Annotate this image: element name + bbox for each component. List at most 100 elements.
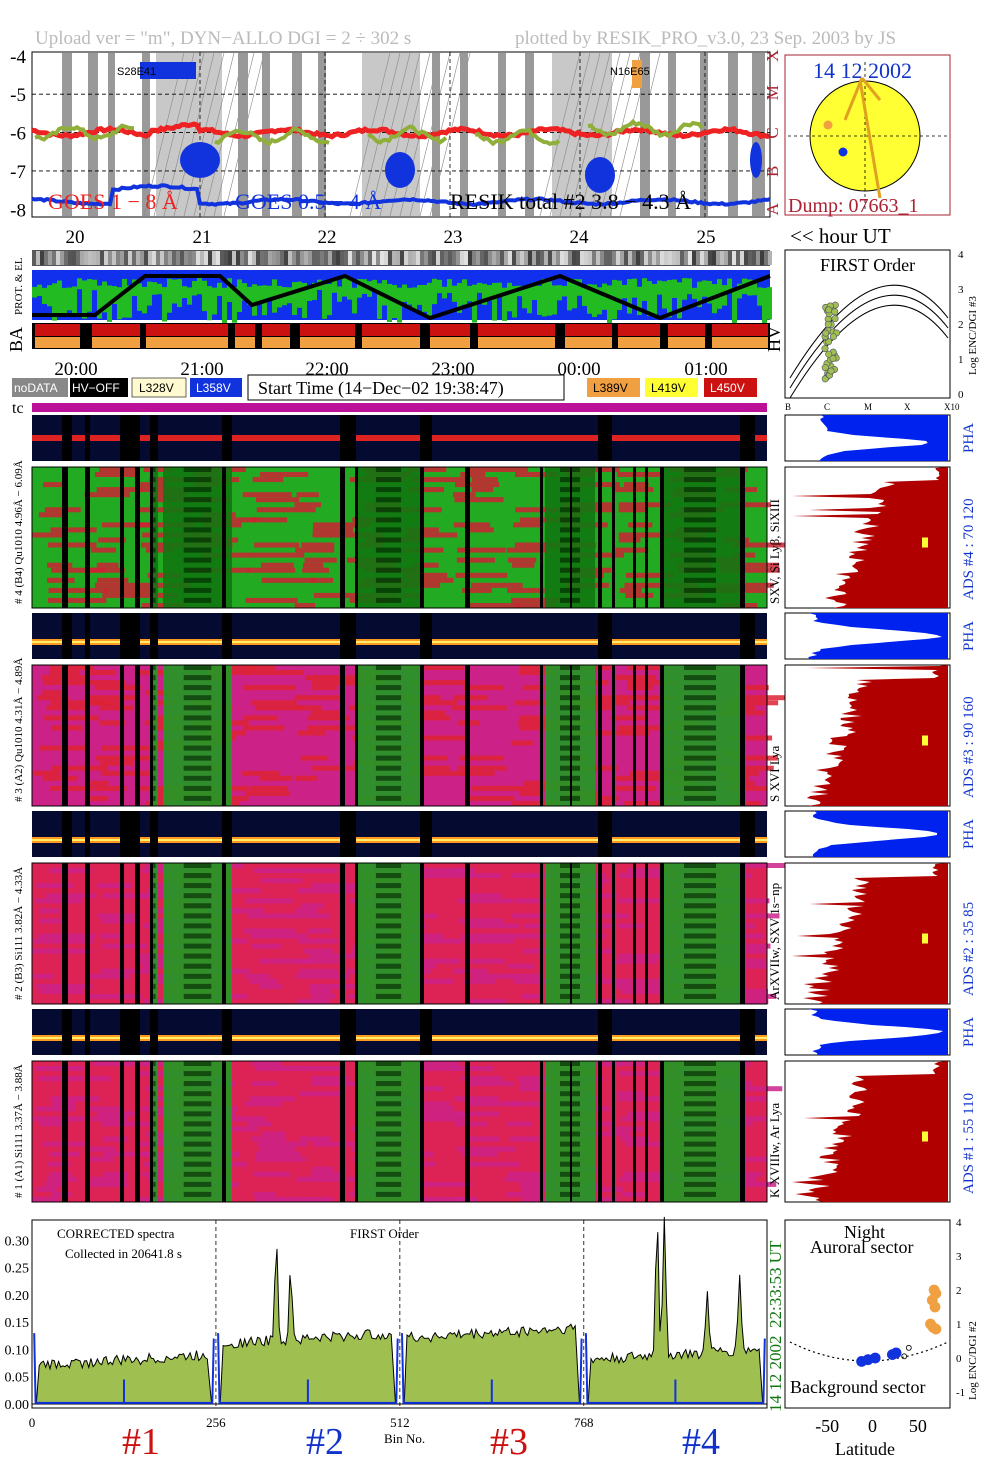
spectrogram-stripe <box>616 1091 644 1097</box>
protel-cell <box>347 279 352 300</box>
spectrogram-stripe <box>303 948 334 954</box>
auroral-y-tick: 1 <box>956 1319 962 1331</box>
grey-cell <box>684 251 688 265</box>
grey-cell <box>548 251 552 265</box>
grey-cell <box>268 251 272 265</box>
spectrogram-stripe <box>415 507 442 513</box>
spectrogram-gap <box>420 467 424 608</box>
spectrogram-stripe <box>84 492 130 498</box>
spectrogram-dark-cell <box>183 1071 212 1077</box>
label-hv: HV <box>764 326 784 352</box>
grey-cell <box>744 251 748 265</box>
grey-cell <box>620 251 624 265</box>
resik-total-line <box>587 118 704 139</box>
spectrogram-stripe <box>413 913 438 919</box>
protel-cell <box>152 282 157 295</box>
spectrogram-stripe <box>46 1176 78 1182</box>
grey-cell <box>672 251 676 265</box>
grey-cell <box>36 251 40 265</box>
ads-histogram <box>791 467 948 608</box>
pha-gap <box>62 415 72 461</box>
spectrogram-stripe <box>409 770 467 776</box>
spectrogram-stripe <box>38 512 67 518</box>
grey-cell <box>640 251 644 265</box>
spectrogram-stripe <box>295 973 350 979</box>
spectrogram-dark-cell <box>152 587 156 593</box>
spectrogram-stripe <box>96 883 132 889</box>
protel-cell <box>482 283 487 305</box>
spectrogram-stripe <box>730 863 785 868</box>
grey-cell <box>212 251 216 265</box>
grey-cell <box>228 251 232 265</box>
auroral-x-tick: -50 <box>815 1416 839 1436</box>
spectrogram-stripe <box>90 547 116 553</box>
grey-cell <box>112 251 116 265</box>
protel-cell <box>737 283 742 299</box>
grey-cell <box>676 251 680 265</box>
hv-level-cell <box>262 324 290 336</box>
spectrogram-stripe <box>623 730 651 736</box>
pha-histogram <box>788 1009 948 1055</box>
spectrogram-dark-cell <box>684 775 716 781</box>
grey-cell <box>628 251 632 265</box>
spectrogram-stripe <box>507 1171 564 1177</box>
protel-cell <box>387 283 392 323</box>
spectrogram-gap <box>570 1061 572 1202</box>
spectrogram-dark-cell <box>183 1131 212 1137</box>
spectrogram-stripe <box>103 893 157 899</box>
channel-spectrograms: # 4 (B4) Qu1010 4.96Å − 6.09Å PHA SXV, Si … <box>13 414 977 1203</box>
auroral-title-2: Auroral sector <box>810 1237 913 1257</box>
l358-box <box>190 378 242 397</box>
spectrogram-dark-cell <box>375 973 402 979</box>
spectrogram-stripe <box>513 522 543 528</box>
grey-cell <box>752 251 756 265</box>
channel-line-label: ArXVIIw, SXV 1s−np <box>767 883 782 1000</box>
spectrogram-dark-cell <box>684 1161 716 1167</box>
spectrogram-dark-cell <box>375 477 402 483</box>
spectrogram-stripe <box>460 770 495 776</box>
spectrogram-frame <box>31 862 768 1005</box>
spectrogram-gap <box>135 863 140 1004</box>
spectrogram-gap <box>633 665 636 806</box>
spectrogram-stripe <box>309 953 362 959</box>
protel-cell <box>212 287 217 315</box>
grey-cell <box>308 251 312 265</box>
spectrogram-dark-cell <box>183 537 212 543</box>
spectrogram-dark-cell <box>152 597 156 603</box>
spectrogram-dark-cell <box>183 705 212 711</box>
spectrogram-dark-cell <box>183 675 212 681</box>
resik-dip-blob <box>180 142 220 178</box>
goes-y-tick: -6 <box>10 124 26 145</box>
sun-orbit-line-2 <box>843 77 864 121</box>
grey-cell <box>248 251 252 265</box>
spectrogram-gap <box>62 863 68 1004</box>
spectrogram-stripe <box>461 1076 503 1082</box>
spectrogram-gap <box>612 467 615 608</box>
channel-line-label: SXV, Si Lyβ, SiXIII <box>767 499 782 604</box>
spectrogram-stripe <box>418 873 473 879</box>
label-protel: PROT. & EL <box>13 257 25 315</box>
spectrogram-dark-cell <box>183 1161 212 1167</box>
spectrogram-dark-cell <box>684 715 716 721</box>
resik-total-line <box>367 124 448 146</box>
spectrogram-dark-cell <box>183 527 212 533</box>
spectrogram-stripe <box>624 582 672 588</box>
spectrogram-gap <box>62 665 68 806</box>
grey-cell <box>364 251 368 265</box>
grey-cell <box>332 251 336 265</box>
spectrogram-dark-cell <box>375 1181 402 1187</box>
spectrogram-stripe <box>409 933 443 939</box>
spectrogram-stripe <box>453 695 488 701</box>
spectrogram-dark-cell <box>183 497 212 503</box>
spectrogram-stripe <box>102 592 155 598</box>
spectrogram-dark-cell <box>375 863 402 868</box>
spectrogram-gap <box>150 665 153 806</box>
grey-cell <box>708 251 712 265</box>
spectrogram-stripe <box>627 685 654 691</box>
spectrogram-stripe <box>91 700 121 706</box>
spectrogram-dark-cell <box>152 745 156 751</box>
grey-cell <box>128 251 132 265</box>
spectrogram-gap <box>660 1061 664 1202</box>
spectrogram-dark-cell <box>183 943 212 949</box>
spectrogram-stripe <box>464 873 502 879</box>
